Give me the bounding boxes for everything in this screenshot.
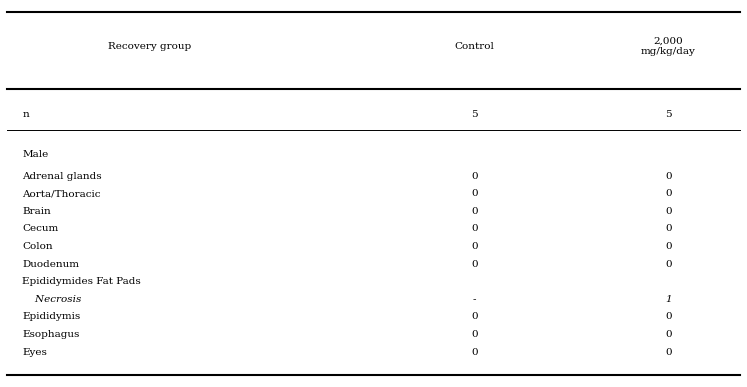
- Text: 0: 0: [666, 312, 672, 322]
- Text: 0: 0: [666, 242, 672, 251]
- Text: 0: 0: [471, 224, 477, 233]
- Text: 0: 0: [471, 260, 477, 269]
- Text: 0: 0: [471, 207, 477, 216]
- Text: 0: 0: [666, 348, 672, 357]
- Text: Male: Male: [22, 150, 49, 159]
- Text: 0: 0: [471, 348, 477, 357]
- Text: Control: Control: [454, 42, 495, 51]
- Text: 5: 5: [471, 110, 477, 119]
- Text: 0: 0: [666, 224, 672, 233]
- Text: Cecum: Cecum: [22, 224, 59, 233]
- Text: Adrenal glands: Adrenal glands: [22, 171, 102, 181]
- Text: 0: 0: [666, 330, 672, 339]
- Text: 0: 0: [666, 189, 672, 198]
- Text: 1: 1: [666, 295, 672, 304]
- Text: 0: 0: [666, 260, 672, 269]
- Text: 0: 0: [666, 171, 672, 181]
- Text: Aorta/Thoracic: Aorta/Thoracic: [22, 189, 101, 198]
- Text: Brain: Brain: [22, 207, 51, 216]
- Text: n: n: [22, 110, 29, 119]
- Text: -: -: [473, 295, 476, 304]
- Text: 0: 0: [666, 207, 672, 216]
- Text: Colon: Colon: [22, 242, 53, 251]
- Text: 5: 5: [666, 110, 672, 119]
- Text: 0: 0: [471, 171, 477, 181]
- Text: Duodenum: Duodenum: [22, 260, 79, 269]
- Text: 0: 0: [471, 312, 477, 322]
- Text: Eyes: Eyes: [22, 348, 47, 357]
- Text: 0: 0: [471, 330, 477, 339]
- Text: Necrosis: Necrosis: [22, 295, 81, 304]
- Text: Epididymides Fat Pads: Epididymides Fat Pads: [22, 277, 141, 286]
- Text: 2,000
mg/kg/day: 2,000 mg/kg/day: [641, 37, 696, 56]
- Text: Esophagus: Esophagus: [22, 330, 80, 339]
- Text: Epididymis: Epididymis: [22, 312, 81, 322]
- Text: 0: 0: [471, 189, 477, 198]
- Text: 0: 0: [471, 242, 477, 251]
- Text: Recovery group: Recovery group: [108, 42, 191, 51]
